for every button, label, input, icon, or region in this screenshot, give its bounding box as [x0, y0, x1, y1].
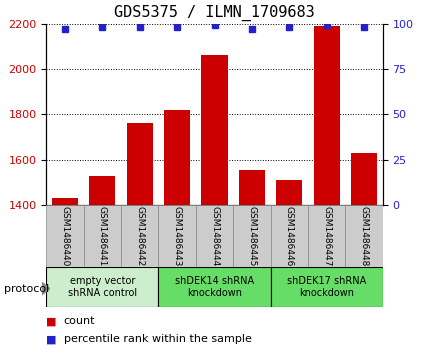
Bar: [196, 205, 233, 267]
Bar: [46, 205, 84, 267]
Bar: [233, 205, 271, 267]
Bar: [345, 205, 383, 267]
Text: protocol: protocol: [4, 284, 50, 294]
Title: GDS5375 / ILMN_1709683: GDS5375 / ILMN_1709683: [114, 5, 315, 21]
Bar: [158, 205, 196, 267]
Bar: [202, 55, 227, 363]
Bar: [158, 267, 271, 307]
Text: GSM1486448: GSM1486448: [359, 206, 369, 266]
Text: GSM1486442: GSM1486442: [135, 206, 144, 266]
Text: shDEK17 shRNA
knockdown: shDEK17 shRNA knockdown: [287, 276, 367, 298]
Bar: [121, 205, 158, 267]
Text: GSM1486444: GSM1486444: [210, 206, 219, 266]
Bar: [351, 153, 377, 363]
Text: GSM1486440: GSM1486440: [60, 206, 70, 266]
Text: shDEK14 shRNA
knockdown: shDEK14 shRNA knockdown: [175, 276, 254, 298]
Bar: [276, 180, 302, 363]
Text: GSM1486441: GSM1486441: [98, 206, 107, 266]
Bar: [164, 110, 190, 363]
Bar: [314, 26, 340, 363]
Bar: [52, 198, 78, 363]
Text: ■: ■: [46, 316, 57, 326]
Polygon shape: [42, 282, 50, 295]
Bar: [127, 123, 153, 363]
Text: GSM1486443: GSM1486443: [172, 206, 182, 266]
Text: ■: ■: [46, 334, 57, 344]
Text: empty vector
shRNA control: empty vector shRNA control: [68, 276, 137, 298]
Bar: [84, 205, 121, 267]
Bar: [89, 176, 115, 363]
Text: percentile rank within the sample: percentile rank within the sample: [64, 334, 252, 344]
Bar: [271, 267, 383, 307]
Bar: [46, 267, 158, 307]
Text: count: count: [64, 316, 95, 326]
Bar: [239, 170, 265, 363]
Text: GSM1486445: GSM1486445: [247, 206, 257, 266]
Bar: [308, 205, 345, 267]
Text: GSM1486446: GSM1486446: [285, 206, 294, 266]
Text: GSM1486447: GSM1486447: [322, 206, 331, 266]
Bar: [271, 205, 308, 267]
